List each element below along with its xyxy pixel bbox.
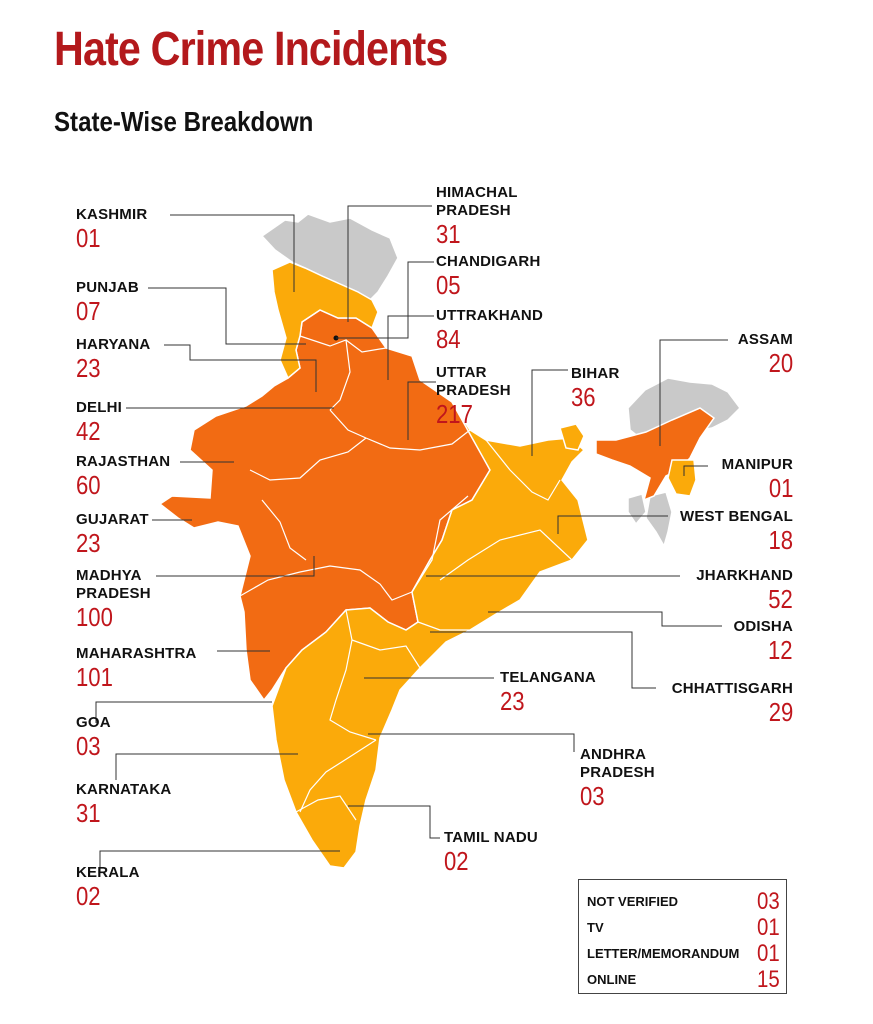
state-name: DELHI	[76, 399, 122, 416]
state-value: 23	[76, 353, 101, 383]
state-value: 101	[76, 662, 113, 692]
state-name: GOA	[76, 714, 111, 731]
legend-row-not-verified: NOT VERIFIED 03	[587, 888, 780, 915]
legend-label: LETTER/MEMORANDUM	[587, 946, 740, 961]
state-value: 18	[768, 525, 793, 555]
state-value: 01	[768, 473, 793, 503]
label-goa: GOA 03	[76, 714, 111, 760]
label-kerala: KERALA 02	[76, 864, 140, 910]
source-legend-box: NOT VERIFIED 03 TV 01 LETTER/MEMORANDUM …	[578, 879, 787, 994]
label-chhattisgarh: CHHATTISGARH 29	[672, 680, 793, 726]
state-name: MADHYA PRADESH	[76, 567, 151, 602]
legend-row-tv: TV 01	[587, 914, 780, 941]
state-value: 03	[580, 781, 605, 811]
page-title: Hate Crime Incidents	[54, 23, 448, 76]
state-value: 60	[76, 470, 101, 500]
label-uttar-pradesh: UTTAR PRADESH 217	[436, 364, 511, 428]
label-telangana: TELANGANA 23	[500, 669, 596, 715]
label-kashmir: KASHMIR 01	[76, 206, 147, 252]
leader-lines	[95, 205, 728, 873]
state-value: 52	[768, 584, 793, 614]
state-value: 84	[436, 324, 461, 354]
state-name: ANDHRA PRADESH	[580, 746, 655, 781]
label-tamil-nadu: TAMIL NADU 02	[444, 829, 538, 875]
legend-value: 15	[757, 966, 780, 993]
state-value: 23	[76, 528, 101, 558]
state-name: PUNJAB	[76, 279, 139, 296]
state-name: ODISHA	[733, 618, 793, 635]
legend-label: TV	[587, 920, 604, 935]
label-assam: ASSAM 20	[738, 331, 793, 377]
region-medium-manipur	[667, 459, 697, 497]
page-subtitle: State-Wise Breakdown	[54, 106, 314, 137]
state-name: CHHATTISGARH	[671, 680, 793, 697]
label-karnataka: KARNATAKA 31	[76, 781, 171, 827]
state-value: 07	[76, 296, 101, 326]
state-value: 05	[436, 270, 461, 300]
state-value: 20	[768, 348, 793, 378]
state-name: GUJARAT	[76, 511, 149, 528]
state-value: 23	[500, 686, 525, 716]
legend-value: 01	[757, 940, 780, 967]
label-west-bengal: WEST BENGAL 18	[680, 508, 793, 554]
legend-label: ONLINE	[587, 972, 637, 987]
label-bihar: BIHAR 36	[571, 365, 620, 411]
state-value: 31	[76, 798, 101, 828]
state-value: 217	[436, 399, 473, 429]
label-himachal-pradesh: HIMACHAL PRADESH 31	[436, 184, 518, 248]
label-andhra-pradesh: ANDHRA PRADESH 03	[580, 746, 655, 810]
label-manipur: MANIPUR 01	[722, 456, 793, 502]
state-name: TAMIL NADU	[444, 829, 538, 846]
region-medium-sikkim	[559, 423, 585, 451]
label-maharashtra: MAHARASHTRA 101	[76, 645, 197, 691]
state-value: 01	[76, 223, 101, 253]
label-madhya-pradesh: MADHYA PRADESH 100	[76, 567, 151, 631]
state-name: JHARKHAND	[696, 567, 793, 584]
state-name: HARYANA	[76, 336, 151, 353]
region-medium-south-east	[271, 401, 589, 869]
state-name: RAJASTHAN	[76, 453, 171, 470]
state-name: TELANGANA	[500, 669, 596, 686]
state-name: MANIPUR	[721, 456, 793, 473]
state-name: KASHMIR	[76, 206, 148, 223]
legend-label: NOT VERIFIED	[587, 894, 679, 909]
state-value: 29	[768, 697, 793, 727]
state-name: UTTRAKHAND	[436, 307, 543, 324]
label-uttrakhand: UTTRAKHAND 84	[436, 307, 543, 353]
state-value: 31	[436, 219, 461, 249]
state-value: 42	[76, 416, 101, 446]
state-borders	[239, 335, 573, 821]
label-chandigarh: CHANDIGARH 05	[436, 253, 541, 299]
region-medium-north	[271, 261, 379, 380]
label-odisha: ODISHA 12	[733, 618, 793, 664]
state-value: 12	[768, 635, 793, 665]
state-name: KARNATAKA	[76, 781, 172, 798]
label-haryana: HARYANA 23	[76, 336, 150, 382]
legend-row-online: ONLINE 15	[587, 966, 780, 993]
label-punjab: PUNJAB 07	[76, 279, 139, 325]
legend-value: 01	[757, 914, 780, 941]
state-name: CHANDIGARH	[436, 253, 541, 270]
state-value: 100	[76, 602, 113, 632]
state-name: BIHAR	[571, 365, 620, 382]
legend-row-letter-memorandum: LETTER/MEMORANDUM 01	[587, 940, 780, 967]
label-rajasthan: RAJASTHAN 60	[76, 453, 170, 499]
region-tripura	[627, 493, 647, 526]
state-value: 02	[76, 881, 101, 911]
state-value: 02	[444, 846, 469, 876]
label-jharkhand: JHARKHAND 52	[696, 567, 793, 613]
label-gujarat: GUJARAT 23	[76, 511, 149, 557]
state-name: WEST BENGAL	[679, 508, 793, 525]
label-delhi: DELHI 42	[76, 399, 122, 445]
state-name: MAHARASHTRA	[76, 645, 197, 662]
state-name: UTTAR PRADESH	[436, 364, 511, 399]
state-name: ASSAM	[737, 331, 793, 348]
region-mizoram	[645, 491, 673, 548]
state-name: HIMACHAL PRADESH	[436, 184, 518, 219]
state-value: 36	[571, 382, 596, 412]
state-value: 03	[76, 731, 101, 761]
state-name: KERALA	[76, 864, 140, 881]
legend-value: 03	[757, 888, 780, 915]
